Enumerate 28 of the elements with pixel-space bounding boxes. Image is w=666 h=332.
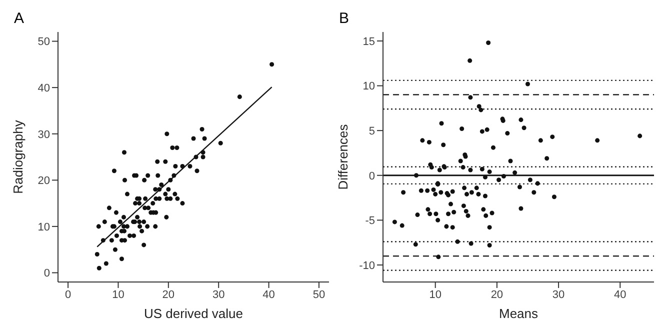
- y-tick-label: 20: [38, 175, 50, 188]
- y-tick-label: 0: [44, 268, 50, 280]
- chart-title: A: [14, 10, 24, 27]
- x-tick-label: 10: [112, 288, 124, 301]
- x-axis-title: US derived value: [144, 306, 243, 321]
- y-tick-label: 30: [38, 128, 50, 141]
- y-tick-label: 5: [368, 125, 375, 138]
- y-tick-label: -5: [365, 215, 375, 228]
- x-tick-label: 40: [614, 288, 626, 301]
- x-tick-label: 20: [490, 288, 504, 301]
- y-axis-title: Differences: [336, 124, 351, 190]
- y-axis-title: Radiography: [10, 120, 26, 194]
- y-tick-label: 50: [38, 36, 50, 48]
- x-axis-title: Means: [498, 306, 539, 321]
- x-tick-label: 30: [552, 288, 565, 301]
- x-tick-label: 50: [312, 288, 326, 301]
- x-tick-label: 10: [429, 288, 442, 301]
- chart-title: B: [339, 10, 350, 27]
- y-tick-label: 10: [38, 221, 50, 234]
- y-tick-label: 15: [362, 36, 375, 48]
- x-tick-label: 40: [262, 288, 275, 301]
- x-tick-label: 30: [212, 288, 225, 301]
- x-tick-label: 0: [64, 288, 72, 301]
- y-tick-label: 40: [38, 82, 50, 94]
- y-tick-label: 0: [368, 170, 375, 182]
- y-tick-label: 10: [362, 80, 375, 93]
- x-tick-label: 20: [162, 288, 175, 301]
- y-tick-label: -10: [359, 260, 375, 272]
